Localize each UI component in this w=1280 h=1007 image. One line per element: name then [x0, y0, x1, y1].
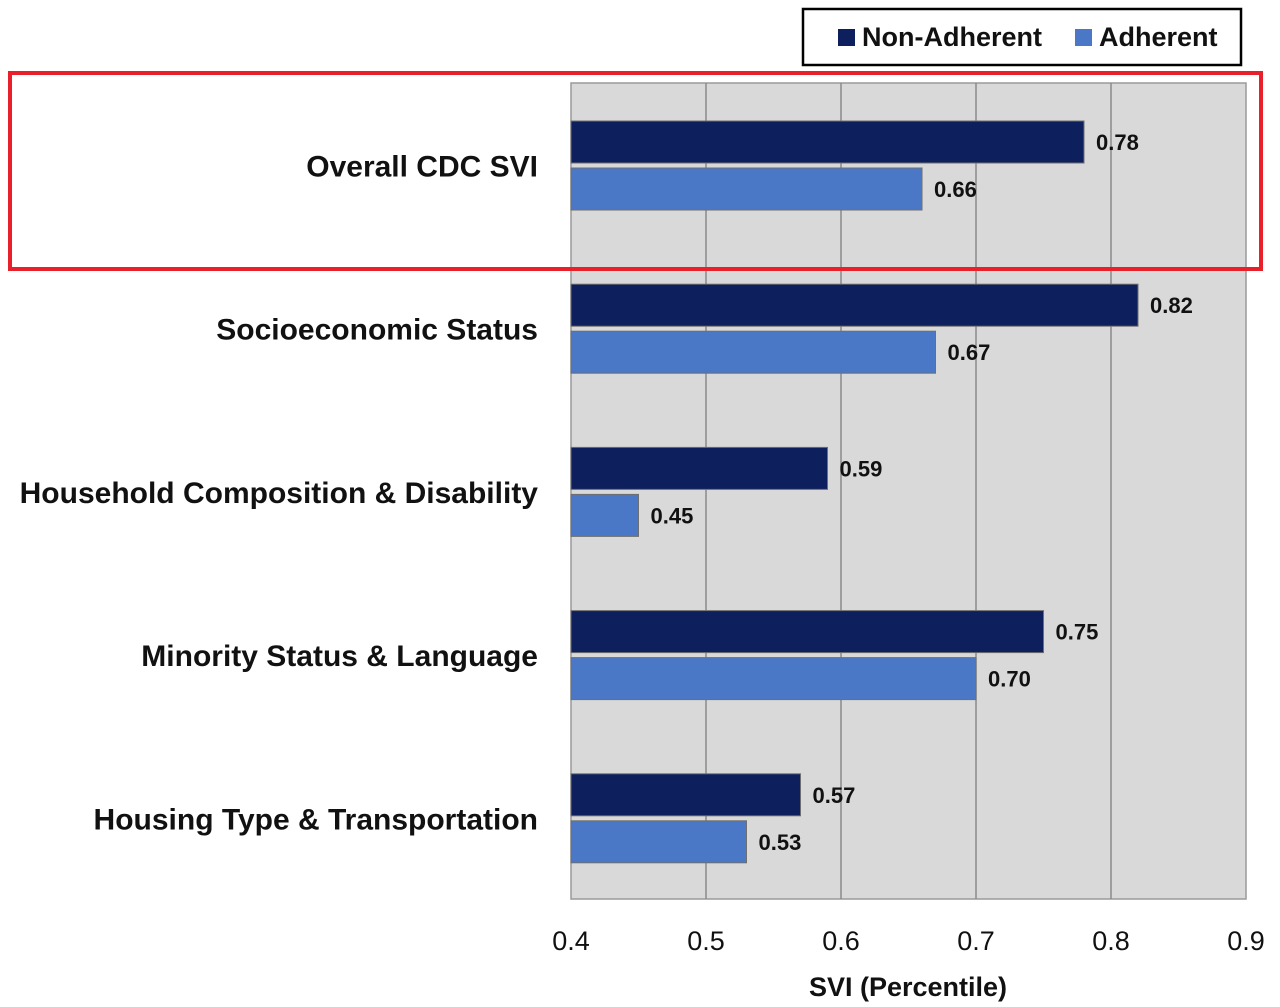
legend: Non-Adherent Adherent: [801, 7, 1243, 67]
category-label: Socioeconomic Status: [216, 314, 538, 347]
category-label: Overall CDC SVI: [306, 151, 538, 184]
category-label: Housing Type & Transportation: [94, 803, 538, 836]
bar-non-adherent: [570, 283, 1139, 327]
bar-adherent: [570, 493, 639, 537]
bar-adherent: [570, 820, 747, 864]
bar-non-adherent: [570, 773, 801, 817]
bar-adherent: [570, 657, 977, 701]
data-label: 0.78: [1096, 130, 1139, 155]
value-labels: 0.78 0.66 0.82 0.67 0.59 0.45 0.75 0.70 0.57 0.53: [651, 130, 1193, 855]
data-label: 0.67: [948, 340, 991, 365]
category-label: Minority Status & Language: [141, 640, 538, 673]
data-label: 0.45: [651, 503, 694, 528]
gridlines: [705, 83, 1112, 899]
bar-non-adherent: [570, 446, 828, 490]
x-axis-title: SVI (Percentile): [809, 972, 1007, 1002]
bar-non-adherent: [570, 120, 1085, 164]
legend-label-adherent: Adherent: [1099, 22, 1218, 52]
bar-adherent: [570, 330, 936, 374]
x-tick-label: 0.7: [957, 926, 995, 956]
data-label: 0.75: [1056, 620, 1099, 645]
plot-background: [570, 82, 1247, 900]
data-label: 0.66: [934, 177, 977, 202]
x-tick-label: 0.5: [687, 926, 725, 956]
x-tick-label: 0.8: [1092, 926, 1130, 956]
legend-swatch-non-adherent: [838, 29, 855, 46]
x-tick-label: 0.6: [822, 926, 860, 956]
data-label: 0.82: [1150, 293, 1193, 318]
category-label: Household Composition & Disability: [20, 477, 539, 510]
data-label: 0.53: [759, 830, 802, 855]
x-axis-ticks: 0.4 0.5 0.6 0.7 0.8 0.9: [552, 926, 1265, 956]
bar-adherent: [570, 167, 923, 211]
x-tick-label: 0.4: [552, 926, 590, 956]
bar-non-adherent: [570, 610, 1044, 654]
bars: [570, 120, 1139, 864]
x-tick-label: 0.9: [1227, 926, 1265, 956]
legend-box: [801, 7, 1243, 67]
legend-swatch-adherent: [1075, 29, 1092, 46]
data-label: 0.70: [988, 667, 1031, 692]
highlight-box: [8, 71, 1263, 271]
data-label: 0.57: [813, 783, 856, 808]
data-label: 0.59: [840, 456, 883, 481]
category-labels: Overall CDC SVI Socioeconomic Status House…: [20, 151, 539, 837]
legend-label-non-adherent: Non-Adherent: [862, 22, 1042, 52]
